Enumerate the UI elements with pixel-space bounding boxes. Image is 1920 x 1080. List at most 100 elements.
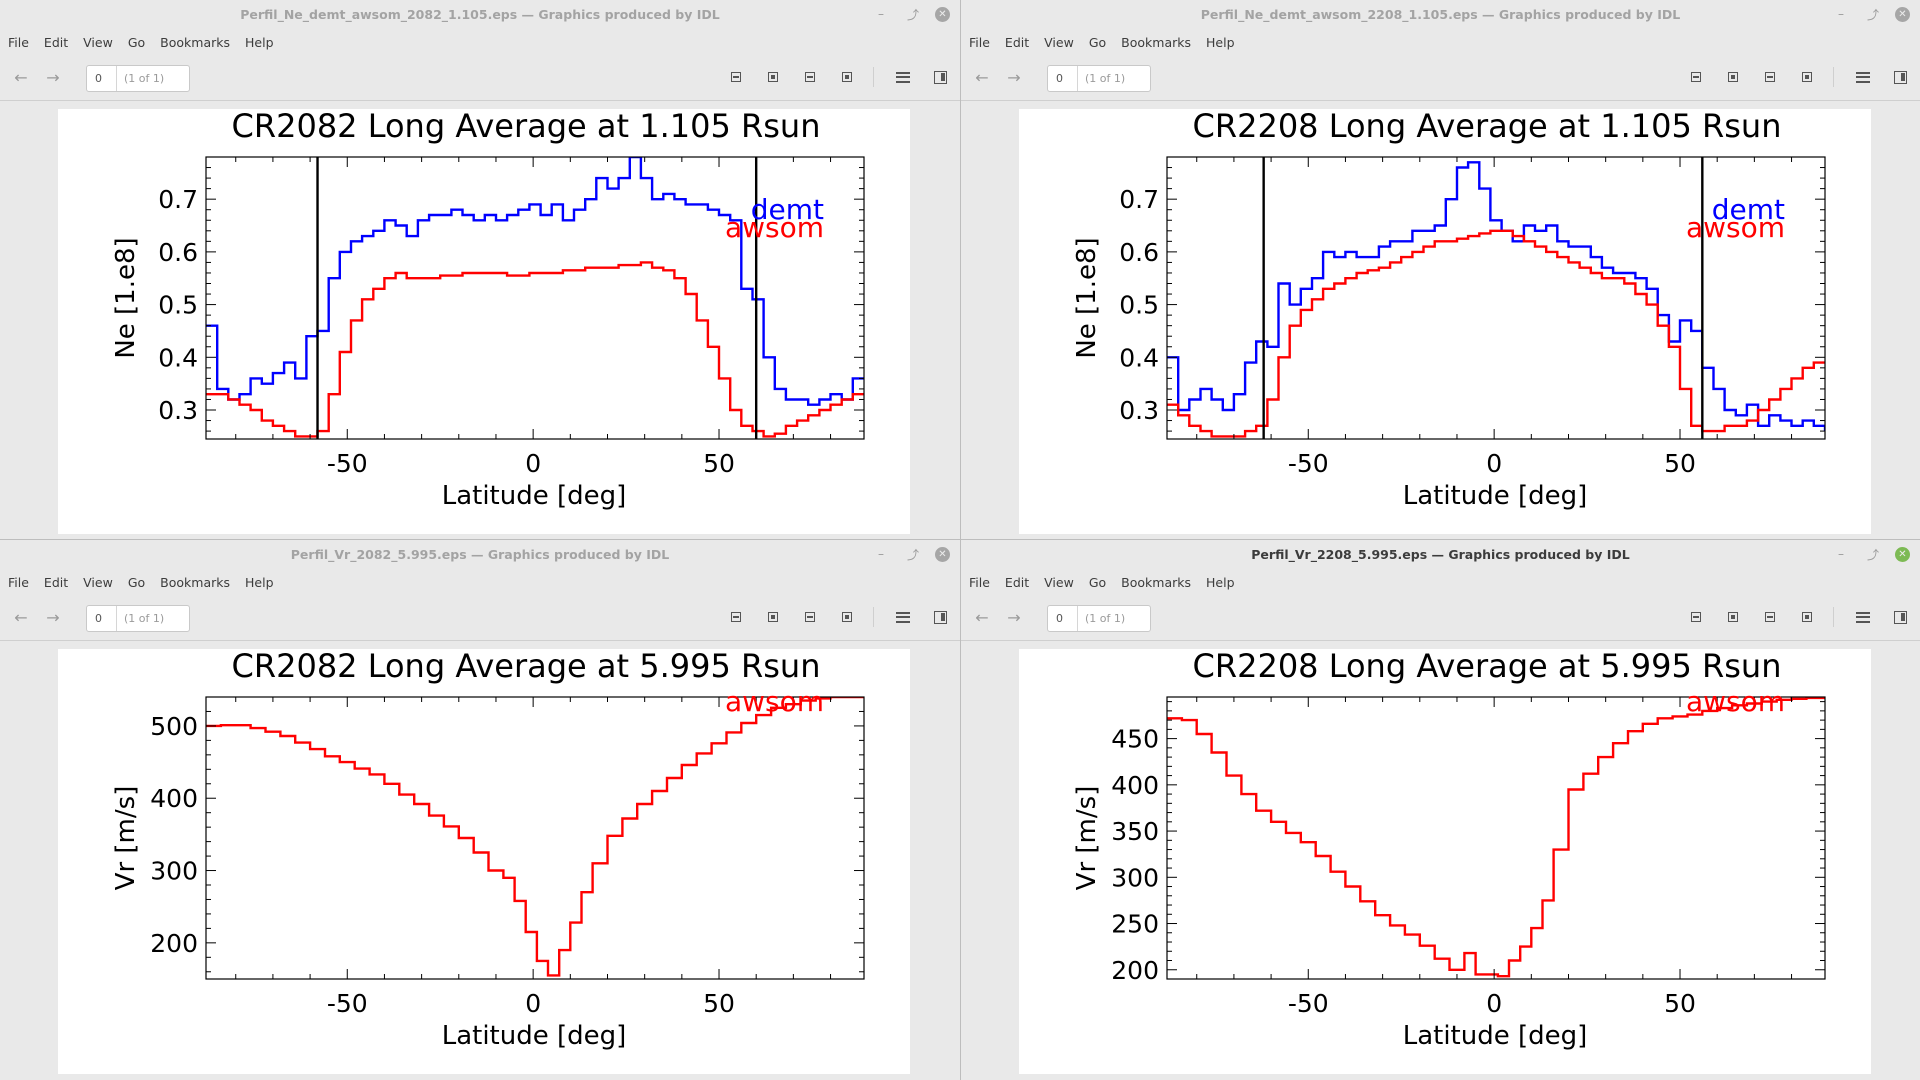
fit-page-icon[interactable] (802, 609, 818, 625)
hamburger-menu-icon[interactable] (1855, 609, 1871, 625)
back-arrow-icon[interactable]: ← (14, 608, 28, 627)
y-axis-label: Vr [m/s] (1072, 786, 1102, 891)
maximize-icon[interactable]: ⤴ (906, 7, 919, 22)
zoom-out-icon[interactable] (728, 69, 744, 85)
sidebar-toggle-icon[interactable] (932, 609, 948, 625)
menu-go[interactable]: Go (127, 34, 146, 50)
hamburger-menu-icon[interactable] (1855, 69, 1871, 85)
menu-bookmarks[interactable]: Bookmarks (1121, 34, 1191, 50)
x-tick-label: -50 (1288, 989, 1329, 1018)
legend-demt: demt (751, 193, 824, 226)
menu-bar: File Edit View Go Bookmarks Help (961, 29, 1920, 55)
zoom-out-glyph (731, 612, 741, 622)
zoom-in-icon[interactable] (1725, 69, 1741, 85)
toolbar-icons (1667, 607, 1920, 627)
maximize-icon[interactable]: ⤴ (1866, 7, 1879, 22)
y-tick-label: 350 (1111, 817, 1159, 846)
page-number-input[interactable]: 0 (87, 66, 117, 91)
y-tick-label: 0.6 (1119, 238, 1159, 267)
zoom-in-icon[interactable] (765, 69, 781, 85)
legend-awsom: awsom (1686, 685, 1785, 718)
close-icon[interactable]: ✕ (1895, 546, 1910, 562)
back-arrow-icon[interactable]: ← (14, 68, 28, 87)
sidebar-toggle-icon[interactable] (1892, 609, 1908, 625)
page-number-input[interactable]: 0 (87, 606, 117, 631)
plot-frame (205, 156, 865, 440)
minimize-icon[interactable]: – (878, 7, 884, 21)
menu-view[interactable]: View (83, 574, 113, 590)
window-titlebar[interactable]: Perfil_Ne_demt_awsom_2082_1.105.eps — Gr… (0, 0, 960, 29)
menu-go[interactable]: Go (1088, 574, 1107, 590)
y-tick-label: 0.7 (1119, 185, 1159, 214)
menu-help[interactable]: Help (1206, 34, 1235, 50)
menu-edit[interactable]: Edit (43, 34, 69, 50)
fit-width-icon[interactable] (1799, 609, 1815, 625)
zoom-out-icon[interactable] (1688, 609, 1704, 625)
sidebar-toggle-icon[interactable] (932, 69, 948, 85)
menu-edit[interactable]: Edit (43, 574, 69, 590)
page-selector: 0 (1 of 1) (1047, 65, 1151, 92)
page-number-input[interactable]: 0 (1048, 606, 1078, 631)
maximize-icon[interactable]: ⤴ (1866, 547, 1879, 562)
hamburger-glyph (896, 71, 910, 83)
forward-arrow-icon[interactable]: → (46, 68, 60, 87)
minimize-icon[interactable]: – (1838, 7, 1844, 21)
fit-page-icon[interactable] (1762, 609, 1778, 625)
fit-page-icon[interactable] (802, 69, 818, 85)
fit-width-icon[interactable] (839, 69, 855, 85)
hamburger-menu-icon[interactable] (895, 69, 911, 85)
close-icon[interactable]: ✕ (935, 546, 950, 562)
window-titlebar[interactable]: Perfil_Vr_2208_5.995.eps — Graphics prod… (961, 540, 1920, 569)
back-arrow-icon[interactable]: ← (975, 608, 989, 627)
minimize-icon[interactable]: – (878, 547, 884, 561)
zoom-out-icon[interactable] (728, 609, 744, 625)
document-page: CR2082 Long Average at 1.105 Rsun -50 0 50 0… (58, 107, 910, 534)
menu-file[interactable]: File (8, 34, 29, 50)
document-page: CR2208 Long Average at 1.105 Rsun -50 0 50 0… (1019, 107, 1871, 534)
zoom-out-icon[interactable] (1688, 69, 1704, 85)
toolbar-separator (1833, 607, 1834, 627)
menu-help[interactable]: Help (1206, 574, 1235, 590)
menu-go[interactable]: Go (127, 574, 146, 590)
menu-edit[interactable]: Edit (1004, 34, 1030, 50)
close-icon[interactable]: ✕ (935, 6, 950, 22)
minimize-icon[interactable]: – (1838, 547, 1844, 561)
page-number-input[interactable]: 0 (1048, 66, 1078, 91)
zoom-out-glyph (731, 72, 741, 82)
close-icon[interactable]: ✕ (1895, 6, 1910, 22)
zoom-in-icon[interactable] (1725, 609, 1741, 625)
forward-arrow-icon[interactable]: → (1007, 608, 1021, 627)
menu-bookmarks[interactable]: Bookmarks (160, 34, 230, 50)
menu-view[interactable]: View (1044, 34, 1074, 50)
y-axis-label: Ne [1.e8] (1072, 237, 1102, 358)
menu-bookmarks[interactable]: Bookmarks (160, 574, 230, 590)
sidebar-glyph (1893, 610, 1907, 624)
menu-help[interactable]: Help (245, 34, 274, 50)
menu-view[interactable]: View (1044, 574, 1074, 590)
menu-edit[interactable]: Edit (1004, 574, 1030, 590)
back-arrow-icon[interactable]: ← (975, 68, 989, 87)
menu-view[interactable]: View (83, 34, 113, 50)
zoom-in-icon[interactable] (765, 609, 781, 625)
fit-width-icon[interactable] (839, 609, 855, 625)
zoom-out-glyph (1691, 72, 1701, 82)
window-controls: – ⤴ ✕ (1831, 4, 1910, 24)
menu-bookmarks[interactable]: Bookmarks (1121, 574, 1191, 590)
maximize-icon[interactable]: ⤴ (906, 547, 919, 562)
fit-page-glyph (805, 72, 815, 82)
menu-file[interactable]: File (8, 574, 29, 590)
menu-file[interactable]: File (969, 34, 990, 50)
menu-file[interactable]: File (969, 574, 990, 590)
window-titlebar[interactable]: Perfil_Ne_demt_awsom_2208_1.105.eps — Gr… (961, 0, 1920, 29)
sidebar-toggle-icon[interactable] (1892, 69, 1908, 85)
fit-page-icon[interactable] (1762, 69, 1778, 85)
hamburger-menu-icon[interactable] (895, 609, 911, 625)
y-tick-label: 0.3 (158, 396, 198, 425)
fit-width-icon[interactable] (1799, 69, 1815, 85)
y-tick-label: 0.6 (158, 238, 198, 267)
menu-go[interactable]: Go (1088, 34, 1107, 50)
forward-arrow-icon[interactable]: → (46, 608, 60, 627)
window-titlebar[interactable]: Perfil_Vr_2082_5.995.eps — Graphics prod… (0, 540, 960, 569)
forward-arrow-icon[interactable]: → (1007, 68, 1021, 87)
menu-help[interactable]: Help (245, 574, 274, 590)
